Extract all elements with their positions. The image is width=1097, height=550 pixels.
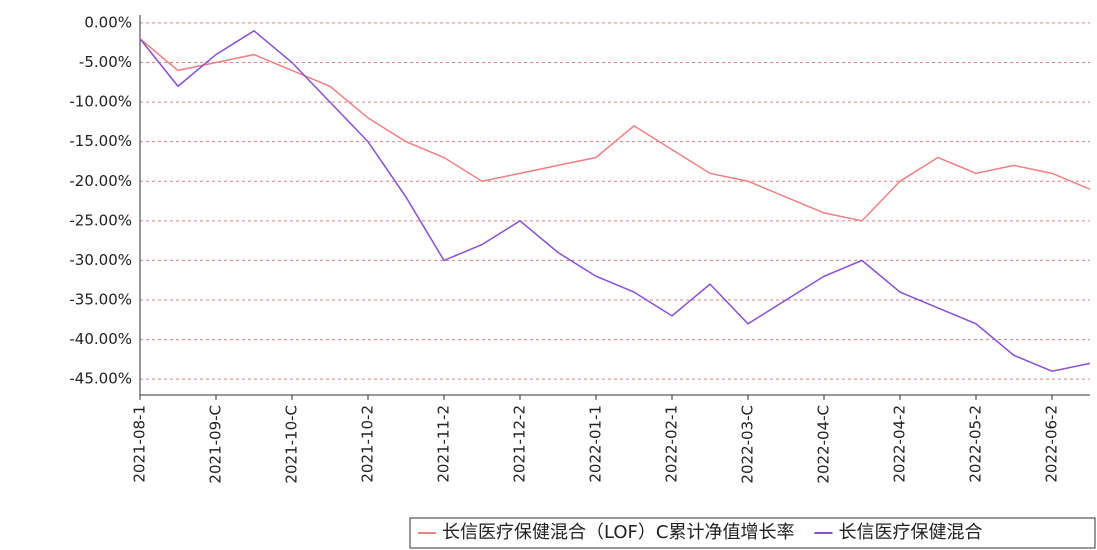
x-tick-label: 2021-12-2 <box>511 405 529 483</box>
x-tick-label: 2022-05-2 <box>967 405 985 483</box>
x-tick-label: 2022-06-2 <box>1043 405 1061 483</box>
x-tick-label: 2021-08-1 <box>131 405 149 483</box>
legend-label: 长信医疗保健混合（LOF）C累计净值增长率 <box>442 522 794 543</box>
y-tick-label: -20.00% <box>69 172 132 190</box>
legend-label: 长信医疗保健混合 <box>838 522 982 543</box>
x-tick-label: 2021-09-C <box>207 405 225 484</box>
series-line <box>139 29 1091 373</box>
x-tick-label: 2021-10-C <box>283 405 301 484</box>
y-tick-label: -35.00% <box>69 291 132 309</box>
x-tick-label: 2022-01-1 <box>587 405 605 483</box>
y-tick-label: -45.00% <box>69 370 132 388</box>
x-tick-label: 2022-04-C <box>815 405 833 484</box>
y-tick-label: -30.00% <box>69 251 132 269</box>
y-tick-label: 0.00% <box>84 13 132 31</box>
x-tick-label: 2021-10-2 <box>359 405 377 483</box>
x-tick-label: 2022-02-1 <box>663 405 681 483</box>
y-tick-label: -10.00% <box>69 93 132 111</box>
series-line <box>139 38 1091 222</box>
y-tick-label: -15.00% <box>69 132 132 150</box>
y-tick-label: -5.00% <box>79 53 132 71</box>
x-tick-label: 2021-11-2 <box>435 405 453 483</box>
y-tick-label: -25.00% <box>69 211 132 229</box>
x-tick-label: 2022-03-C <box>739 405 757 484</box>
x-tick-label: 2022-04-2 <box>891 405 909 483</box>
legend-box <box>409 517 1096 549</box>
y-tick-label: -40.00% <box>69 330 132 348</box>
